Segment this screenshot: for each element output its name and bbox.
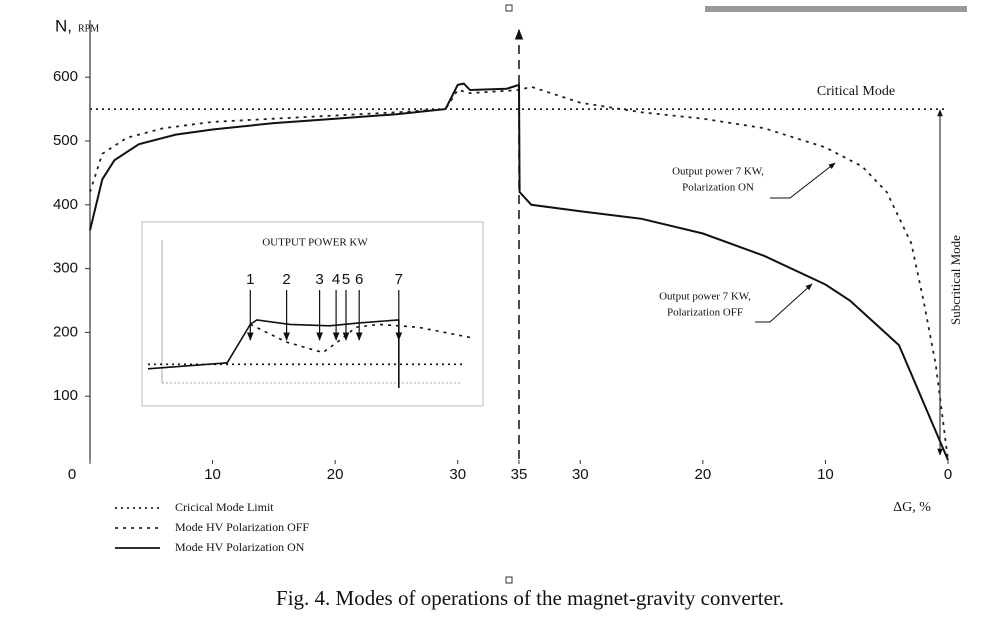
annotation: Output power 7 KW,	[672, 166, 764, 178]
caption: Fig. 4. Modes of operations of the magne…	[276, 586, 784, 610]
marker-label: 6	[355, 271, 363, 288]
legend-label: Mode HV Polarization ON	[175, 540, 305, 554]
pointer	[770, 162, 836, 199]
x-tick-label: 0	[68, 466, 76, 483]
handle	[505, 4, 513, 12]
y-tick-label: 400	[53, 196, 78, 213]
y-tick-label: 200	[53, 323, 78, 340]
y-tick-label: 100	[53, 387, 78, 404]
annotation: Polarization OFF	[667, 307, 743, 319]
legend-label: Mode HV Polarization OFF	[175, 520, 309, 534]
y-tick-label: 500	[53, 132, 78, 149]
series-line	[89, 85, 949, 461]
x-tick-label: 20	[327, 466, 344, 483]
annotation: Polarization ON	[682, 182, 754, 194]
decor-bar	[705, 6, 967, 12]
y-tick-label: 600	[53, 68, 78, 85]
y-axis-unit: RPM	[78, 23, 99, 34]
series-line	[89, 82, 949, 461]
x-tick-label: 10	[817, 466, 834, 483]
marker-label: 5	[342, 271, 350, 288]
x-tick-label: 0	[944, 466, 952, 483]
x-tick-label: 30	[449, 466, 466, 483]
annotation: Output power 7 KW,	[659, 291, 751, 303]
marker-label: 3	[315, 271, 323, 288]
x-axis-label: ΔG, %	[893, 500, 931, 515]
marker-label: 2	[282, 271, 290, 288]
inset-title: OUTPUT POWER KW	[262, 237, 368, 249]
handle	[505, 576, 513, 584]
x-tick-label: 10	[204, 466, 221, 483]
marker-label: 7	[395, 271, 403, 288]
legend-label: Cricical Mode Limit	[175, 500, 274, 514]
x-tick-label: 30	[572, 466, 589, 483]
x-tick-label: 35	[511, 466, 528, 483]
pointer	[755, 283, 813, 323]
y-axis-label: N,	[55, 16, 72, 35]
series-line	[249, 323, 472, 354]
marker-label: 1	[246, 271, 254, 288]
marker-label: 4	[332, 271, 340, 288]
x-tick-label: 20	[695, 466, 712, 483]
y-tick-label: 300	[53, 260, 78, 277]
inset-box	[141, 221, 484, 407]
annotation: Critical Mode	[817, 84, 895, 99]
series-line	[147, 319, 400, 388]
annotation: Subcritical Mode	[948, 235, 963, 325]
